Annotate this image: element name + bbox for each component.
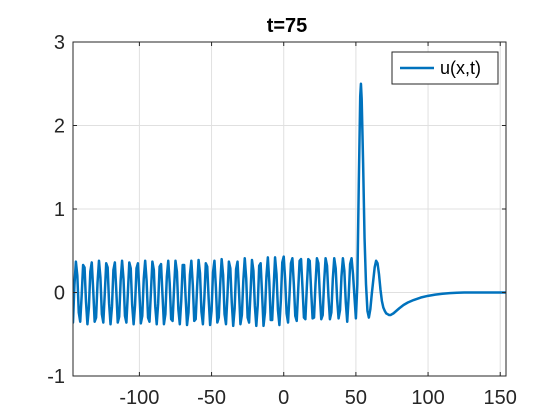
y-tick-label: 0 — [54, 283, 65, 305]
x-tick-label: -100 — [119, 387, 159, 409]
x-tick-label: 50 — [345, 387, 367, 409]
x-tick-label: 0 — [278, 387, 289, 409]
plot-area: -100 -50 0 50 100 150 -1 0 1 2 3 u(x,t) — [47, 32, 517, 409]
y-tick-label: 3 — [54, 32, 65, 54]
y-tick-label: -1 — [47, 366, 65, 388]
y-tick-label: 1 — [54, 199, 65, 221]
legend-label: u(x,t) — [440, 58, 481, 78]
chart-title: t=75 — [267, 15, 308, 37]
x-tick-label: 150 — [484, 387, 517, 409]
y-tick-label: 2 — [54, 116, 65, 138]
x-tick-label: 100 — [411, 387, 444, 409]
x-tick-label: -50 — [197, 387, 226, 409]
series-line-u-x-t — [73, 82, 506, 328]
